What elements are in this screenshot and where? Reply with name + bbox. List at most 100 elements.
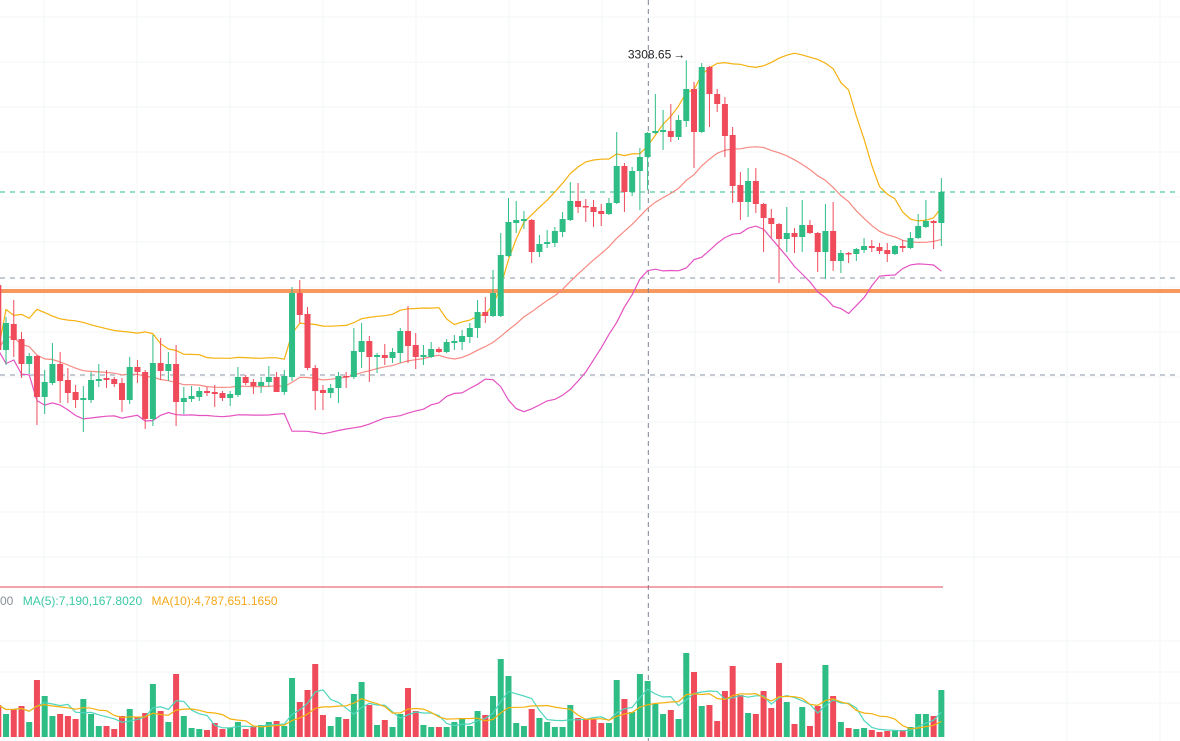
candle-up [497,233,504,317]
volume-bar [729,666,736,737]
volume-bar [791,724,798,737]
candle-body [806,225,813,233]
volume-bar [613,680,620,737]
volume-bar [250,726,257,737]
candle-body [366,341,373,357]
volume-bar [605,723,612,737]
candle-down [10,300,17,357]
candle-down [343,372,350,388]
candle-down [366,336,373,382]
candle-body [80,398,87,400]
volume-bar [281,726,288,737]
candle-body [312,368,319,391]
candle-down [806,220,813,234]
volume-ma5-label: MA(5):7,190,167.8020 [22,594,143,608]
candle-up [891,245,898,255]
candle-body [845,253,852,255]
candle-up [567,182,574,221]
candle-body [111,379,118,384]
candle-up [335,372,342,403]
candle-up [745,168,752,217]
volume-bar [420,725,427,737]
candle-body [551,231,558,243]
volume-bar [103,726,110,737]
candle-down [691,82,697,168]
candle-down [412,333,419,369]
candle-down [899,240,906,252]
volume-bar [412,711,419,737]
candle-up [289,287,296,381]
volume-bar [814,706,821,737]
candle-up [374,353,381,373]
candle-body [544,242,551,244]
volume-bar [752,714,759,737]
bb-upper-line [0,52,942,360]
candle-body [157,363,164,371]
candle-up [420,345,427,365]
volume-bar [374,725,381,737]
volume-bar [327,726,334,737]
volume-bar [783,702,790,737]
volume-bar [567,705,574,737]
candle-body [234,377,241,395]
candle-body [938,192,945,223]
candle-up [613,132,620,204]
candle-up [520,211,527,229]
candle-up [227,391,234,406]
candle-body [296,293,303,315]
volume-bar [443,727,450,737]
candle-down [830,202,837,271]
volume-bar [621,699,628,737]
volume-bar [776,663,783,737]
candle-body [853,249,860,254]
candle-up [922,200,929,228]
volume-bar [853,729,860,737]
candle-down [930,220,937,249]
candle-up [451,335,458,350]
volume-bar [180,716,187,737]
horizontal-price-lines [0,191,1180,376]
high-price-label: 3308.65 [628,47,672,61]
candle-body [219,393,226,398]
candle-up [490,270,497,317]
volume-bar [242,729,249,737]
candle-body [327,388,334,393]
volume-bar [938,690,945,737]
candle-up [505,198,512,257]
candle-up [636,148,643,210]
candle-down [296,280,303,323]
volume-bar [404,688,411,737]
candle-body [227,394,234,398]
candle-body [26,356,33,364]
volume-bar [861,728,868,737]
volume-bar [760,691,767,737]
volume-bar [289,678,296,737]
volume-bar [165,722,172,737]
candle-up [49,343,56,385]
candle-up [683,60,690,127]
candle-down [482,297,489,323]
candle-body [281,376,288,392]
candle-body [459,336,466,342]
candle-body [922,221,929,227]
candle-body [358,341,365,352]
volume-bar [675,719,682,737]
candle-body [482,312,489,316]
candle-up [466,323,473,343]
volume-bar [196,729,203,737]
volume-bar [10,709,17,737]
volume-bar [0,705,2,737]
candle-down [706,66,713,127]
candle-down [57,352,64,403]
volume-bar [134,717,141,737]
candle-body [582,206,589,208]
candle-up [188,386,195,402]
candle-body [180,398,187,402]
candle-up [165,352,172,381]
candle-up [853,248,860,261]
candle-down [142,370,149,429]
candle-body [868,246,875,248]
candle-body [397,331,404,353]
candle-body [520,219,527,221]
